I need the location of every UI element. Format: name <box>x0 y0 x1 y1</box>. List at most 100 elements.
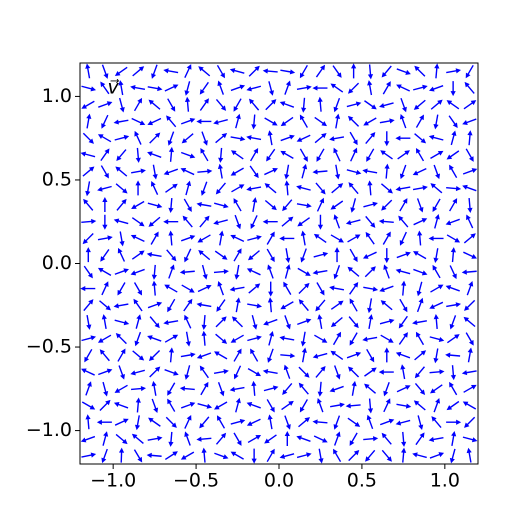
arrow <box>100 148 110 162</box>
arrow <box>268 330 274 346</box>
arrow <box>168 431 174 447</box>
arrow <box>152 164 158 180</box>
arrow <box>466 214 474 229</box>
arrow <box>314 133 327 144</box>
arrow <box>298 417 311 428</box>
arrow <box>465 64 474 79</box>
arrow <box>396 403 412 409</box>
arrow <box>331 183 344 194</box>
arrow <box>268 81 274 96</box>
arrow <box>330 200 344 210</box>
arrow <box>131 250 145 260</box>
arrow <box>98 101 113 108</box>
arrow <box>396 68 411 75</box>
arrow <box>347 417 361 427</box>
arrow <box>184 248 192 263</box>
arrow <box>284 415 291 430</box>
arrow <box>167 131 175 146</box>
arrow <box>182 215 193 228</box>
arrow <box>200 147 209 162</box>
arrow <box>180 167 195 176</box>
arrow <box>196 201 212 208</box>
arrow <box>300 248 307 263</box>
arrow <box>266 448 275 463</box>
arrow <box>317 214 324 230</box>
arrow <box>147 86 163 92</box>
arrow <box>351 63 357 79</box>
y-tick-label: −0.5 <box>26 336 72 358</box>
arrow <box>365 215 376 228</box>
arrow <box>86 113 92 129</box>
arrow <box>281 400 294 411</box>
arrow <box>130 268 145 276</box>
arrow <box>317 381 323 397</box>
arrow <box>364 367 377 377</box>
arrow <box>433 314 439 330</box>
arrow <box>428 436 444 443</box>
arrow <box>284 180 290 196</box>
arrow <box>284 80 291 95</box>
arrow <box>446 419 462 425</box>
arrow <box>330 83 344 93</box>
arrow <box>233 98 242 112</box>
arrow <box>234 214 242 230</box>
arrow <box>347 366 360 378</box>
arrow <box>246 85 262 92</box>
arrow <box>345 219 361 226</box>
arrow <box>398 215 409 228</box>
arrow <box>412 185 428 191</box>
arrow <box>446 302 462 308</box>
arrow <box>246 418 261 426</box>
arrow <box>184 431 191 446</box>
arrow <box>251 380 257 396</box>
arrow <box>247 303 263 309</box>
arrow <box>383 381 390 397</box>
arrow <box>215 133 228 144</box>
arrow <box>81 368 95 376</box>
arrow <box>131 217 145 227</box>
arrow <box>184 81 191 96</box>
arrow <box>282 199 293 212</box>
arrow <box>262 68 278 74</box>
arrow <box>213 369 229 375</box>
arrow <box>417 230 423 246</box>
arrow <box>396 385 411 393</box>
arrow <box>146 252 162 258</box>
arrow <box>268 281 274 297</box>
arrow <box>347 82 360 94</box>
arrow <box>113 402 129 409</box>
arrow <box>213 269 229 275</box>
arrow <box>284 164 290 180</box>
arrow <box>431 416 442 429</box>
arrow <box>345 403 361 409</box>
arrow <box>199 416 210 429</box>
arrow <box>450 247 456 263</box>
arrow <box>86 314 92 330</box>
arrow <box>233 432 242 446</box>
arrow <box>384 131 390 147</box>
arrow <box>280 69 296 75</box>
x-tick-label: −1.0 <box>90 470 136 492</box>
y-tick-label: 0.0 <box>42 252 72 274</box>
arrow <box>466 281 474 296</box>
arrow <box>296 202 312 209</box>
arrow <box>380 334 394 343</box>
arrow <box>300 230 306 246</box>
arrow <box>464 81 475 94</box>
arrow <box>349 432 358 446</box>
arrow <box>201 314 207 330</box>
arrow <box>115 166 128 177</box>
arrow <box>184 96 191 112</box>
arrow <box>150 231 159 245</box>
arrow <box>80 151 96 158</box>
arrow <box>284 430 290 446</box>
arrow <box>299 148 308 162</box>
arrow <box>168 197 174 213</box>
arrow <box>433 164 441 180</box>
arrow <box>362 336 378 342</box>
arrow <box>201 447 207 463</box>
y-tick-label: 1.0 <box>42 85 72 107</box>
arrow <box>366 414 374 430</box>
arrow <box>299 114 308 128</box>
